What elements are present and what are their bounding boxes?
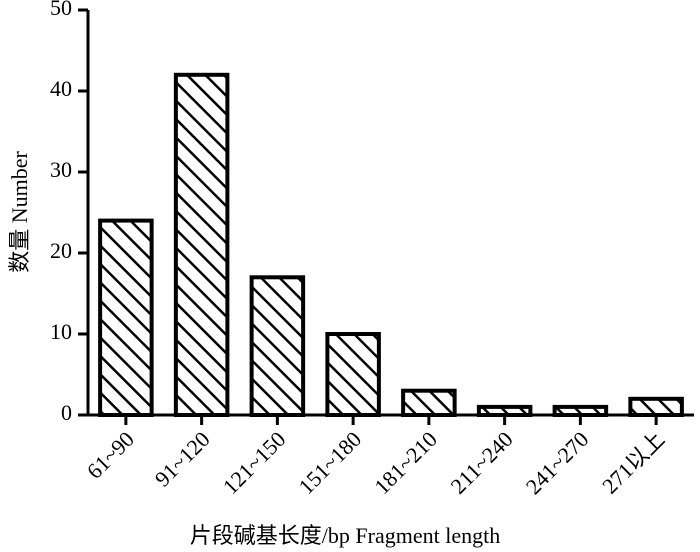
x-tick-label: 121~150 xyxy=(218,426,291,499)
bar xyxy=(173,72,230,418)
x-tick-label: 91~120 xyxy=(150,426,215,491)
x-tick-label: 271以上 xyxy=(597,426,669,498)
y-tick-label: 30 xyxy=(50,157,72,182)
bar xyxy=(401,388,457,418)
x-axis-label: 片段碱基长度/bp Fragment length xyxy=(190,523,500,548)
bar xyxy=(628,396,684,417)
y-tick-label: 10 xyxy=(50,319,72,344)
y-tick-label: 50 xyxy=(50,0,72,20)
x-tick-label: 211~240 xyxy=(446,426,518,498)
x-tick-label: 241~270 xyxy=(521,426,594,499)
bar xyxy=(249,275,306,417)
y-tick-label: 20 xyxy=(50,238,72,263)
bar xyxy=(325,332,381,417)
bar xyxy=(98,218,154,417)
y-tick-label: 40 xyxy=(50,76,72,101)
y-tick-label: 0 xyxy=(61,400,72,425)
x-tick-label: 61~90 xyxy=(82,426,139,483)
x-tick-label: 151~180 xyxy=(293,426,366,499)
y-axis-label: 数量 Number xyxy=(7,151,32,273)
x-tick-label: 181~210 xyxy=(369,426,442,499)
